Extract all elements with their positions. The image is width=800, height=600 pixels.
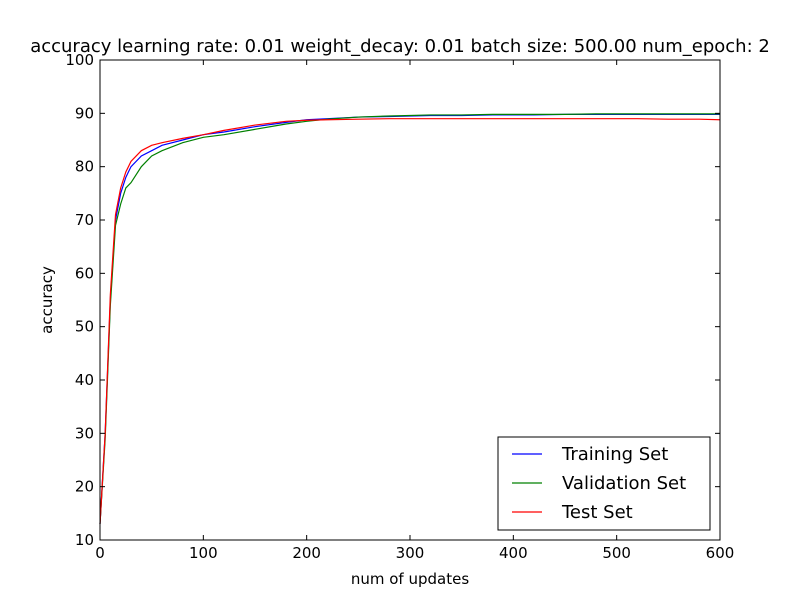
x-tick-label: 600 bbox=[706, 544, 735, 562]
x-axis-label: num of updates bbox=[351, 570, 469, 588]
y-tick-label: 100 bbox=[65, 51, 94, 69]
y-tick-label: 60 bbox=[75, 264, 94, 282]
x-tick-label: 300 bbox=[396, 544, 425, 562]
series-line-test-set bbox=[99, 118, 721, 525]
y-tick-label: 50 bbox=[75, 318, 94, 336]
x-axis: 0 100 200 300 400 500 600 bbox=[95, 60, 734, 562]
legend-label: Validation Set bbox=[562, 473, 686, 494]
x-tick-label: 200 bbox=[292, 544, 321, 562]
y-tick-label: 30 bbox=[75, 424, 94, 442]
y-tick-label: 90 bbox=[75, 104, 94, 122]
x-tick-label: 500 bbox=[602, 544, 631, 562]
y-axis: 10 20 30 40 50 60 70 80 90 100 bbox=[65, 51, 720, 549]
x-tick-label: 400 bbox=[499, 544, 528, 562]
x-tick-label: 100 bbox=[189, 544, 218, 562]
y-tick-label: 40 bbox=[75, 371, 94, 389]
legend-label: Test Set bbox=[561, 502, 633, 523]
plot-area bbox=[99, 113, 721, 525]
y-tick-label: 10 bbox=[75, 531, 94, 549]
y-tick-label: 80 bbox=[75, 158, 94, 176]
x-tick-label: 0 bbox=[95, 544, 105, 562]
legend: Training Set Validation Set Test Set bbox=[497, 436, 711, 531]
legend-label: Training Set bbox=[561, 444, 668, 465]
y-tick-label: 20 bbox=[75, 478, 94, 496]
y-tick-label: 70 bbox=[75, 211, 94, 229]
y-axis-label: accuracy bbox=[38, 266, 56, 334]
chart-title: accuracy learning rate: 0.01 weight_deca… bbox=[30, 36, 770, 57]
